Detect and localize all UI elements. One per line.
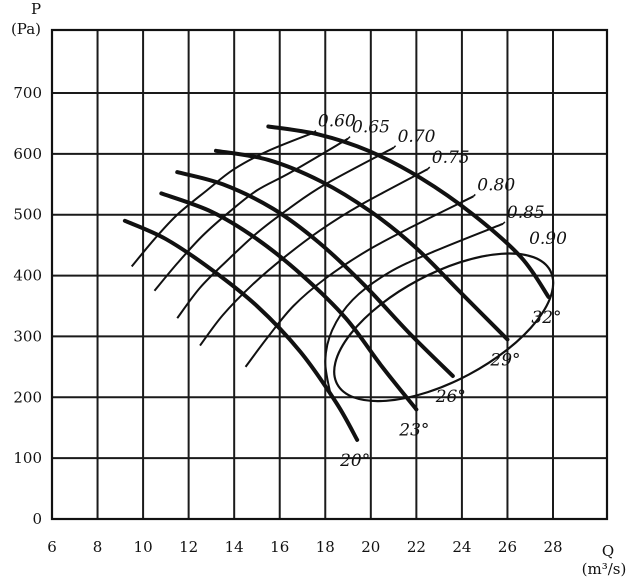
grid-layer: [52, 30, 607, 519]
x-tick-label: 22: [407, 538, 426, 556]
angle-label: 32°: [531, 308, 561, 328]
x-tick-label: 10: [134, 538, 153, 556]
label-leader: [347, 136, 351, 140]
efficiency-label: 0.65: [352, 118, 390, 138]
label-leader: [427, 166, 431, 170]
x-tick-label: 8: [93, 538, 103, 556]
angle-label: 20°: [339, 451, 370, 471]
angle-label: 29°: [489, 350, 520, 370]
angle-curve: [122, 218, 360, 442]
efficiency-curve: [153, 137, 349, 292]
x-tick-label: 16: [270, 538, 289, 556]
efficiency-curve: [130, 131, 315, 268]
angle-curve: [213, 148, 510, 342]
x-tick-label: 26: [498, 538, 517, 556]
efficiency-curve: [244, 195, 474, 368]
y-tick-label: 300: [13, 327, 42, 345]
x-tick-label: 28: [543, 538, 562, 556]
efficiency-label: 0.75: [432, 148, 470, 168]
angle-curve: [175, 170, 455, 378]
y-tick-label: 400: [13, 267, 42, 285]
x-tick-label: 24: [452, 538, 471, 556]
angle-label: 23°: [398, 420, 429, 440]
y-axis-unit: (Pa): [11, 20, 41, 38]
efficiency-curve: [324, 222, 504, 392]
x-tick-label: 18: [316, 538, 335, 556]
angle-curve: [266, 124, 551, 299]
efficiency-label: 0.80: [477, 175, 515, 195]
x-axis-unit: (m³/s): [582, 560, 627, 577]
plot-frame: [50, 28, 609, 521]
y-tick-label: 700: [13, 84, 42, 102]
y-axis-label: P: [31, 0, 41, 18]
y-tick-label: 100: [13, 449, 42, 467]
curve-layer: [122, 124, 555, 442]
efficiency-curve-0-90: [333, 252, 555, 403]
label-leader: [502, 221, 506, 225]
efficiency-label: 0.70: [398, 127, 436, 147]
efficiency-label: 0.90: [529, 229, 567, 249]
efficiency-label: 0.60: [318, 112, 356, 132]
angle-label: 26°: [435, 387, 466, 407]
y-tick-label: 600: [13, 145, 42, 163]
y-tick-label: 200: [13, 388, 42, 406]
y-tick-label: 0: [32, 510, 42, 528]
x-axis-label: Q: [602, 542, 614, 560]
label-leader: [472, 193, 476, 197]
x-tick-label: 6: [47, 538, 57, 556]
efficiency-label: 0.85: [507, 203, 545, 223]
x-tick-label: 20: [361, 538, 380, 556]
x-tick-label: 14: [225, 538, 244, 556]
label-leader: [393, 145, 397, 149]
y-tick-label: 500: [13, 206, 42, 224]
label-layer: 6 8 10 12 14 16 18 20 22 24 26 28 0 100 200 300 400 500 60…: [13, 84, 567, 556]
angle-curve: [159, 191, 419, 412]
x-tick-label: 12: [179, 538, 198, 556]
